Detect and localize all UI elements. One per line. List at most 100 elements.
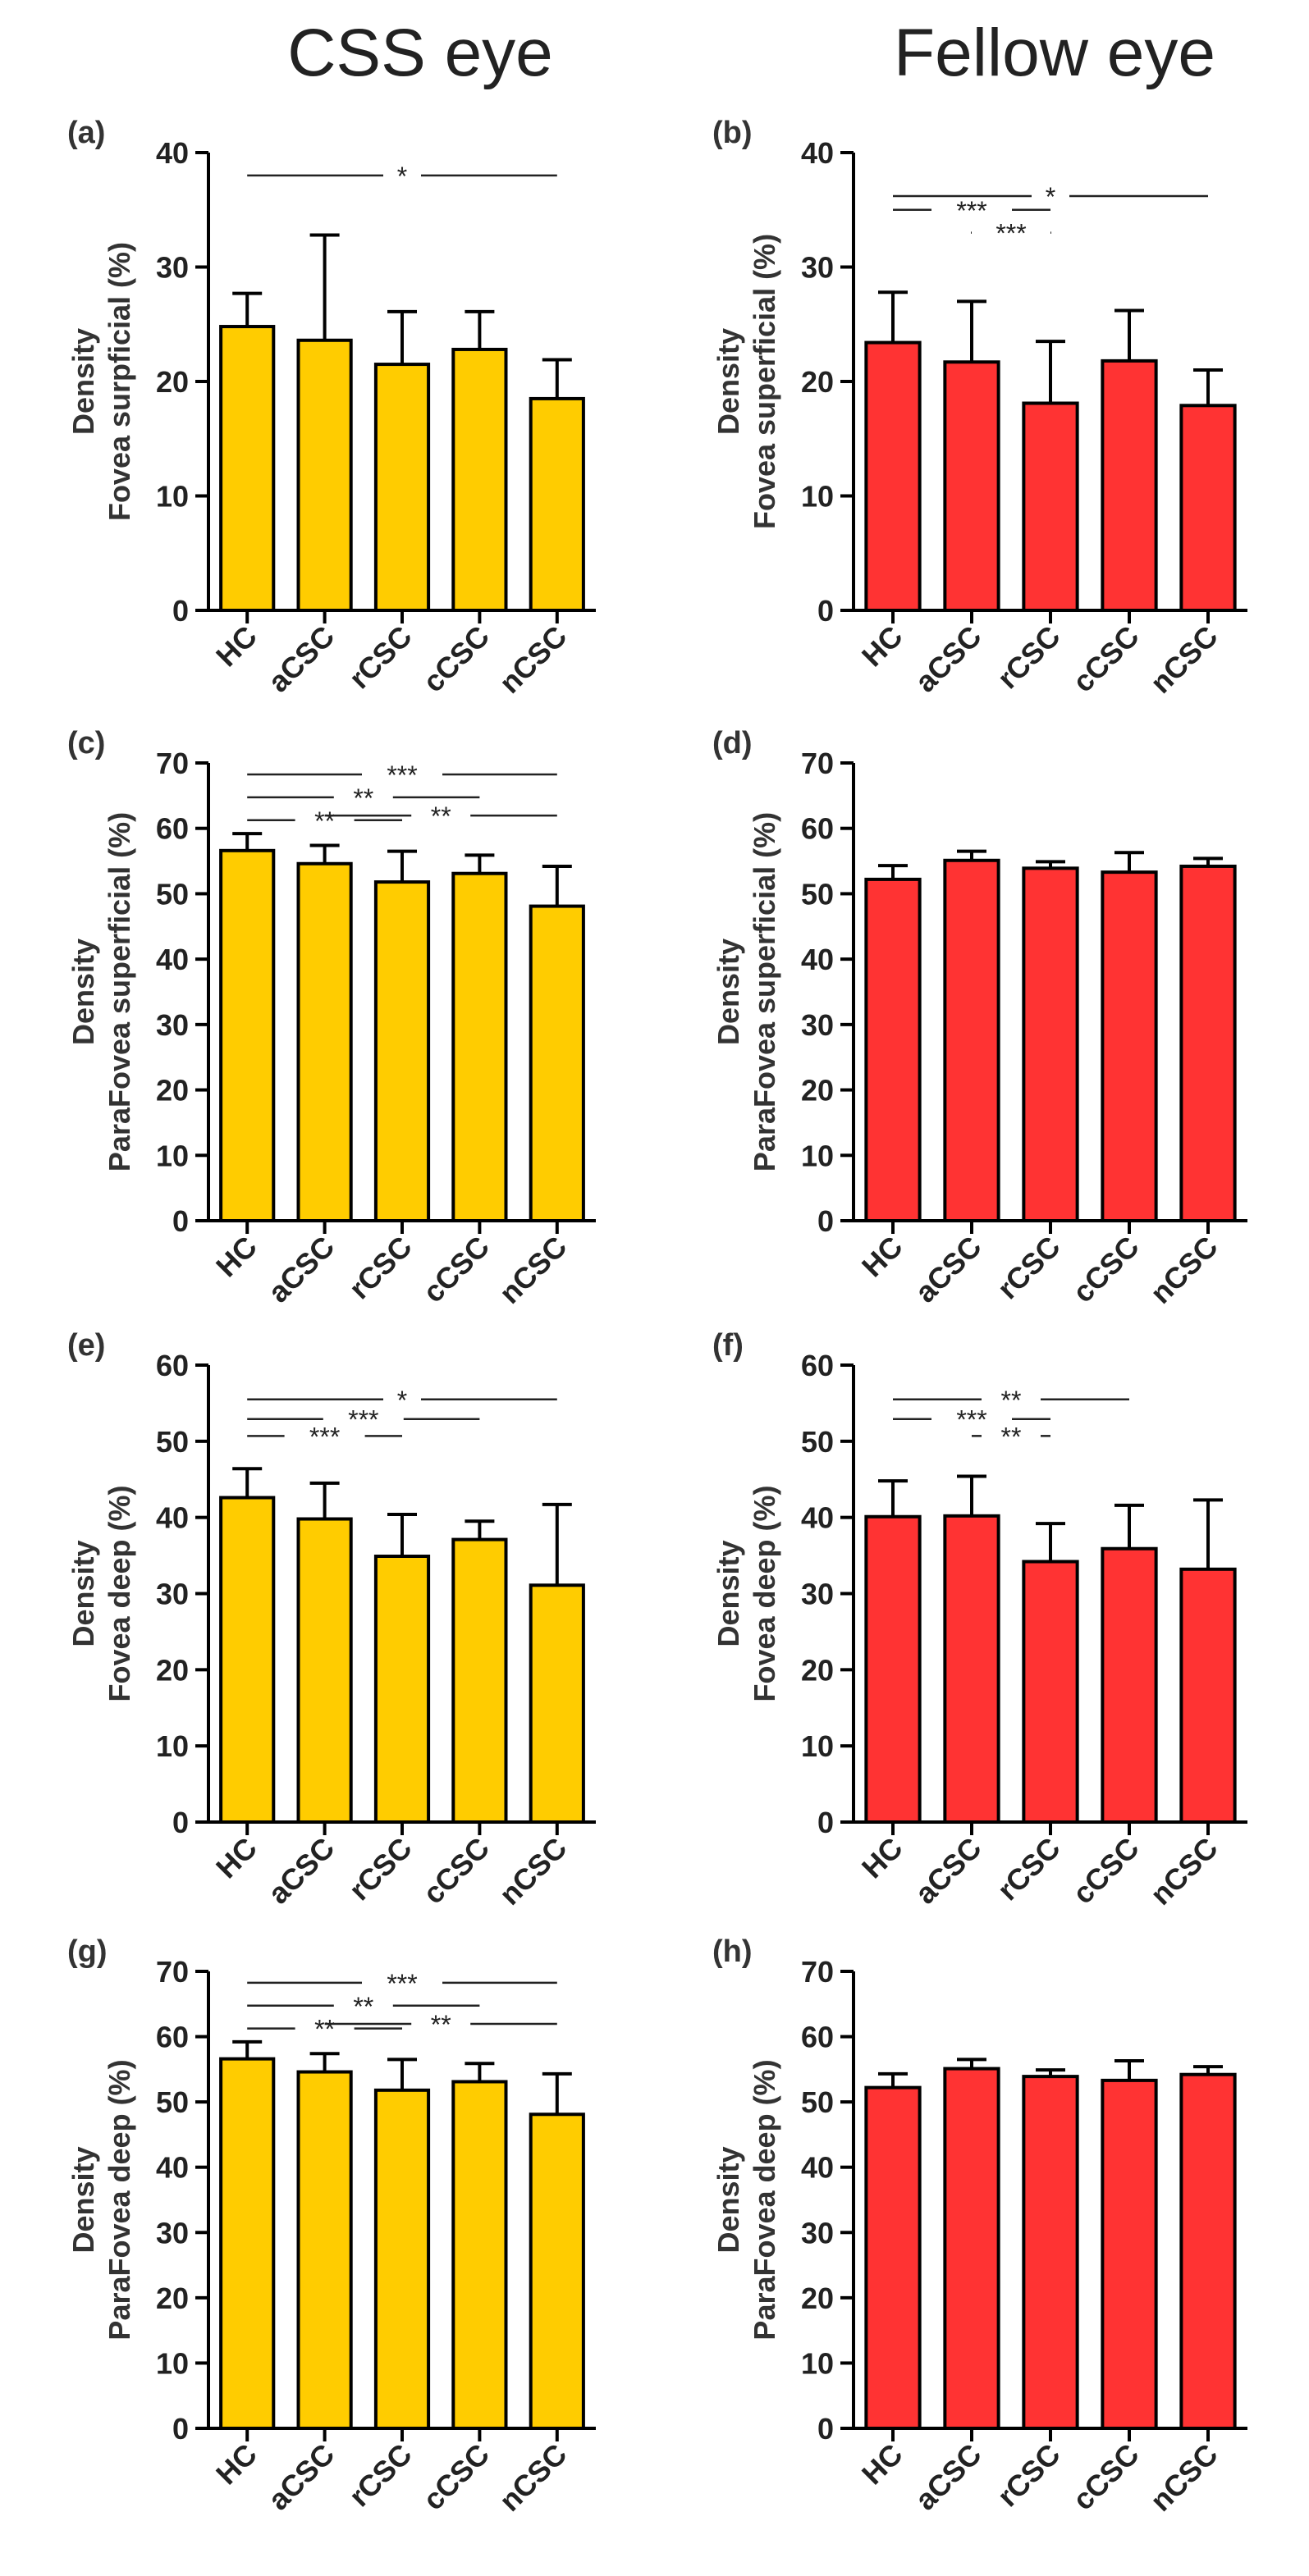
x-tick-label: nCSC <box>492 619 573 700</box>
y-tick-label: 70 <box>801 747 834 780</box>
x-tick-label: nCSC <box>1143 619 1224 700</box>
y-axis-label-line: Density <box>66 2146 100 2253</box>
x-tick-label: aCSC <box>909 1230 988 1309</box>
bar-aCSC <box>296 338 353 612</box>
x-tick-label: nCSC <box>1143 2437 1224 2518</box>
y-axis-label: DensityFovea deep (%) <box>66 1485 136 1701</box>
y-tick-label: 30 <box>801 1008 834 1042</box>
y-axis-label: DensityFovea superficial (%) <box>712 234 781 529</box>
y-tick-label: 0 <box>817 2412 834 2446</box>
x-tick-label: rCSC <box>342 1831 419 1907</box>
column-title-css: CSS eye <box>287 16 553 90</box>
y-tick-label: 0 <box>172 1806 189 1839</box>
bar-HC <box>219 325 276 612</box>
y-tick-label: 40 <box>801 1501 834 1535</box>
x-tick-label: cCSC <box>1066 1230 1146 1309</box>
x-tick-label: nCSC <box>492 2437 573 2518</box>
panel-label: (f) <box>712 1328 744 1363</box>
y-tick-label: 60 <box>156 2021 189 2054</box>
y-tick-label: 60 <box>801 812 834 846</box>
x-tick-label: cCSC <box>416 2437 496 2517</box>
y-axis-label: DensityParaFovea deep (%) <box>712 2059 781 2340</box>
y-axis-label-line: Fovea deep (%) <box>748 1485 781 1701</box>
x-tick-label: cCSC <box>416 1831 496 1911</box>
y-axis-label-line: Fovea superficial (%) <box>748 234 781 529</box>
significance-label: ** <box>1001 1422 1022 1451</box>
x-tick-label: nCSC <box>1143 1230 1224 1310</box>
y-tick-label: 20 <box>156 1074 189 1108</box>
panel-label: (g) <box>67 1934 108 1969</box>
panel-d: (d) DensityParaFovea superficial (%) HC aCS… <box>712 726 1247 1310</box>
y-axis-label-line: ParaFovea superficial (%) <box>103 812 136 1172</box>
significance-label: *** <box>387 760 417 790</box>
bar-cCSC <box>1101 359 1158 612</box>
y-tick-label: 0 <box>817 1204 834 1238</box>
x-tick-label: cCSC <box>416 619 496 699</box>
significance-label: * <box>397 1386 407 1415</box>
y-axis-label: DensityParaFovea deep (%) <box>66 2059 136 2340</box>
y-tick-label: 30 <box>801 1578 834 1611</box>
y-tick-label: 10 <box>801 1139 834 1172</box>
y-tick-label: 10 <box>156 1729 189 1763</box>
y-tick-label: 60 <box>801 1349 834 1382</box>
x-tick-label: aCSC <box>261 619 341 699</box>
y-axis-label-line: Fovea deep (%) <box>103 1485 136 1701</box>
y-axis-label-line: ParaFovea deep (%) <box>748 2059 781 2340</box>
y-tick-label: 60 <box>156 812 189 846</box>
x-tick-label: HC <box>209 1230 263 1284</box>
y-tick-label: 60 <box>801 2021 834 2054</box>
y-axis-label: DensityParaFovea superficial (%) <box>66 812 136 1172</box>
x-tick-label: cCSC <box>1066 619 1146 699</box>
y-tick-label: 30 <box>801 2216 834 2249</box>
y-tick-label: 0 <box>172 594 189 628</box>
bar-rCSC <box>373 880 431 1222</box>
y-tick-label: 70 <box>801 1955 834 1989</box>
y-tick-label: 20 <box>801 1653 834 1687</box>
x-tick-label: aCSC <box>909 619 988 699</box>
y-tick-label: 50 <box>156 2085 189 2119</box>
y-tick-label: 70 <box>156 747 189 780</box>
y-tick-label: 50 <box>801 1425 834 1459</box>
bar-HC <box>219 1496 276 1825</box>
y-axis-label: DensityFovea surpficial (%) <box>66 242 136 521</box>
x-tick-label: HC <box>209 619 263 674</box>
y-axis-label-line: ParaFovea superficial (%) <box>748 812 781 1172</box>
significance-label: *** <box>956 196 986 226</box>
bar-aCSC <box>943 1514 1000 1825</box>
y-tick-label: 10 <box>801 1729 834 1763</box>
x-tick-label: nCSC <box>492 1230 573 1310</box>
panel-label: (c) <box>67 726 105 760</box>
y-tick-label: 20 <box>801 1074 834 1108</box>
y-tick-label: 0 <box>817 1806 834 1839</box>
bar-cCSC <box>1101 2078 1158 2430</box>
significance-label: ** <box>1001 1386 1022 1415</box>
panel-h: (h) DensityParaFovea deep (%) HC aCSC rCSC cC… <box>712 1934 1247 2518</box>
panel-label: (b) <box>712 116 753 150</box>
bar-rCSC <box>1022 2075 1079 2431</box>
y-axis-label-line: Density <box>712 1540 745 1647</box>
bar-rCSC <box>1022 401 1079 612</box>
y-tick-label: 40 <box>156 2151 189 2185</box>
x-tick-label: HC <box>855 2437 909 2492</box>
panel-b: (b) DensityFovea superficial (%) HC aCSC rCS… <box>712 116 1247 700</box>
bar-aCSC <box>943 2067 1000 2431</box>
bar-nCSC <box>1179 2072 1237 2431</box>
x-tick-label: HC <box>855 619 909 674</box>
panel-label: (e) <box>67 1328 105 1363</box>
y-tick-label: 50 <box>801 2085 834 2119</box>
y-tick-label: 30 <box>156 2216 189 2249</box>
y-tick-label: 0 <box>172 1204 189 1238</box>
y-axis-label-line: Density <box>712 939 745 1045</box>
y-axis-label-line: Fovea surpficial (%) <box>103 242 136 521</box>
y-axis-label-line: Density <box>66 1540 100 1647</box>
significance-label: *** <box>956 1405 986 1435</box>
bar-cCSC <box>451 347 508 612</box>
bar-cCSC <box>451 1537 508 1825</box>
x-tick-label: aCSC <box>261 2437 341 2517</box>
bar-aCSC <box>296 861 353 1222</box>
panel-label: (a) <box>67 116 105 150</box>
